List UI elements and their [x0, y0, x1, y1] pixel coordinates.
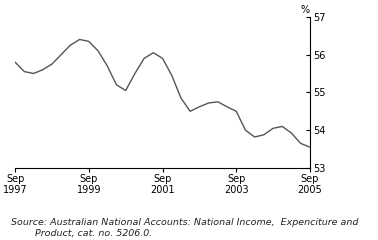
Text: Source: Australian National Accounts: National Income,  Expenciture and
        : Source: Australian National Accounts: Na… — [11, 218, 359, 238]
Text: %: % — [301, 5, 310, 15]
